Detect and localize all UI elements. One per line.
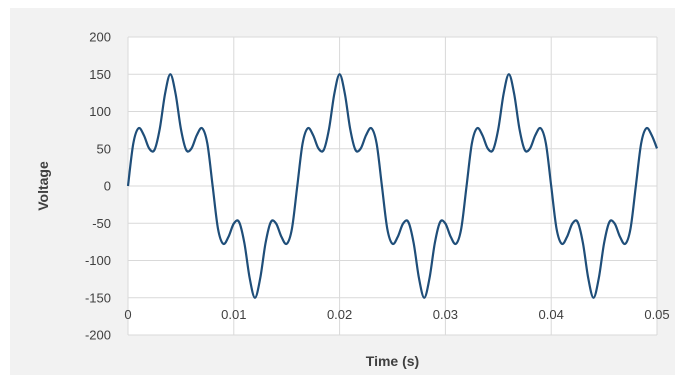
x-tick-label: 0 [124, 307, 131, 322]
y-tick-label: 100 [89, 104, 111, 119]
y-tick-label: 0 [104, 179, 111, 194]
y-tick-label: -50 [92, 216, 111, 231]
y-axis-title: Voltage [35, 161, 51, 211]
y-tick-label: -100 [85, 253, 111, 268]
x-tick-label: 0.04 [539, 307, 564, 322]
y-tick-label: 150 [89, 67, 111, 82]
y-tick-label: -200 [85, 328, 111, 343]
x-tick-label: 0.01 [221, 307, 246, 322]
y-axis-ticks: 200 150 100 50 0 -50 -100 -150 -200 [85, 30, 111, 343]
gridlines [127, 36, 658, 336]
x-tick-label: 0.03 [433, 307, 458, 322]
y-tick-label: 200 [89, 30, 111, 45]
y-tick-label: 50 [97, 141, 111, 156]
voltage-series-line [126, 73, 659, 299]
x-tick-label: 0.05 [644, 307, 669, 322]
y-tick-label: -150 [85, 290, 111, 305]
x-axis-ticks: 0 0.01 0.02 0.03 0.04 0.05 [124, 307, 669, 322]
x-tick-label: 0.02 [327, 307, 352, 322]
x-axis-title: Time (s) [366, 353, 419, 369]
